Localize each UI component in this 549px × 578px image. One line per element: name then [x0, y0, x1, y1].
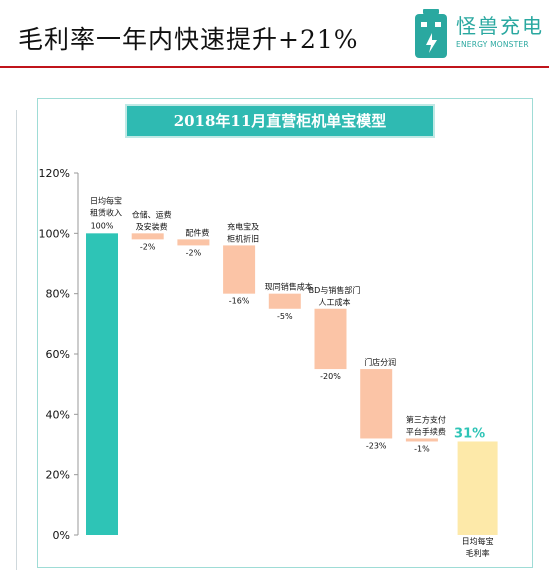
- category-label: 人工成本: [319, 297, 351, 307]
- waterfall-bar: [405, 438, 438, 442]
- category-label: 门店分润: [364, 357, 396, 367]
- value-label: -23%: [366, 441, 387, 450]
- value-label-highlight: 31%: [454, 426, 485, 441]
- category-label: 第三方支付: [406, 414, 446, 424]
- battery-logo-icon: [415, 9, 447, 58]
- category-label: 仓储、运费: [132, 209, 172, 219]
- waterfall-bar: [268, 293, 301, 309]
- y-tick-label: 80%: [46, 288, 70, 301]
- left-divider: [16, 110, 17, 570]
- value-label: -16%: [229, 297, 250, 306]
- value-label: 100%: [91, 221, 114, 230]
- value-label: -2%: [140, 242, 156, 251]
- chart-title: 2018年11月直营柜机单宝模型: [173, 112, 387, 130]
- category-label: 柜机折旧: [227, 233, 259, 243]
- category-label: 毛利率: [466, 548, 490, 558]
- y-tick-label: 120%: [39, 167, 70, 180]
- y-tick-label: 0%: [53, 529, 70, 542]
- header-divider: [0, 66, 549, 68]
- category-label: 现同销售成本: [265, 282, 313, 292]
- brand-name-cn: 怪兽充电: [456, 14, 544, 38]
- page-header: 毛利率一年内快速提升+21% 怪兽充电 ENERGY MONSTER: [0, 0, 549, 66]
- value-label: -20%: [320, 372, 341, 381]
- y-tick-label: 60%: [46, 348, 70, 361]
- category-label: 日均每宝: [90, 195, 122, 205]
- y-tick-label: 20%: [46, 469, 70, 482]
- value-label: -5%: [277, 312, 293, 321]
- category-label: 平台手续费: [406, 426, 446, 436]
- waterfall-bar: [314, 308, 347, 370]
- category-label: 日均每宝: [462, 536, 494, 546]
- y-tick-label: 100%: [39, 227, 70, 240]
- waterfall-bar: [131, 233, 164, 240]
- value-label: -2%: [186, 248, 202, 257]
- category-label: 及安装费: [136, 221, 168, 231]
- category-label: BD与销售部门: [309, 285, 361, 295]
- waterfall-bar: [177, 239, 210, 246]
- brand-logo: 怪兽充电 ENERGY MONSTER: [412, 4, 546, 64]
- waterfall-bar: [457, 441, 498, 535]
- waterfall-bar: [86, 233, 118, 536]
- category-label: 租赁收入: [90, 207, 122, 217]
- value-label: -1%: [414, 444, 430, 453]
- category-label: 配件费: [185, 227, 209, 237]
- chart-panel: [37, 98, 533, 568]
- y-tick-label: 40%: [46, 408, 70, 421]
- chart-title-bar: 2018年11月直营柜机单宝模型: [125, 104, 435, 138]
- page-title: 毛利率一年内快速提升+21%: [18, 25, 359, 54]
- waterfall-bar: [360, 369, 393, 439]
- category-label: 充电宝及: [227, 221, 259, 231]
- brand-name-en: ENERGY MONSTER: [456, 40, 529, 49]
- waterfall-bar: [223, 245, 256, 294]
